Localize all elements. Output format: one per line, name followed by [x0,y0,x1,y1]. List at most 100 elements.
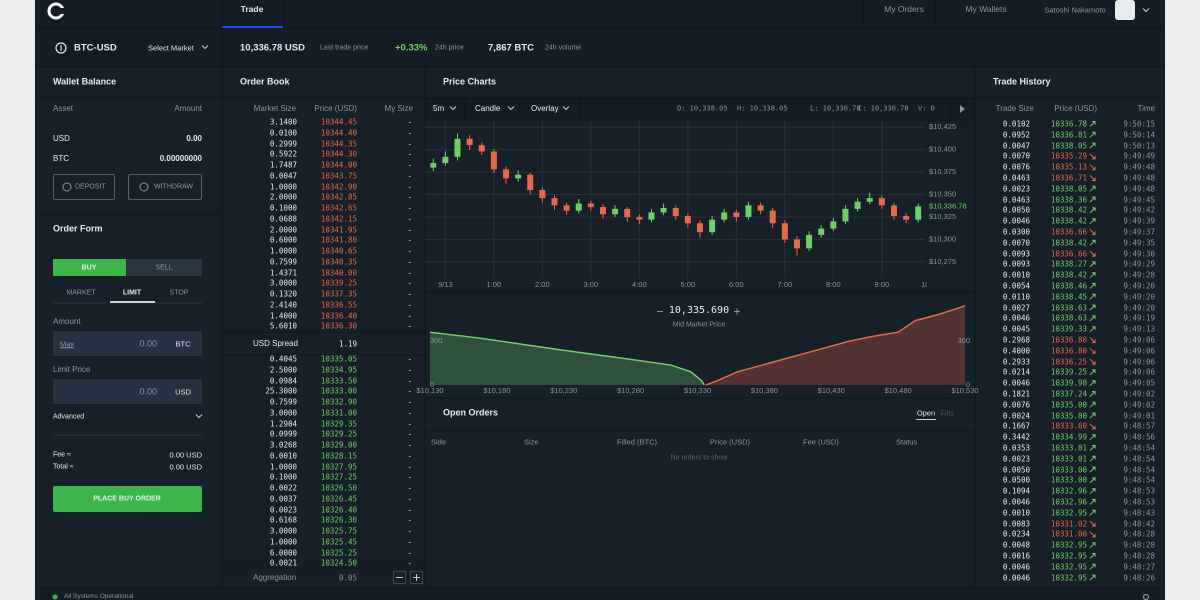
withdraw-label[interactable]: WITHDRAW [154,183,194,191]
orders-tab[interactable]: Open [916,408,936,418]
trade-time: 9:48:57 [1123,421,1155,431]
nav-tab[interactable]: Trade [240,3,264,14]
order-size: 3.0000 [269,526,297,536]
my-size: - [407,494,412,503]
deposit-label[interactable]: DEPOSIT [75,183,106,191]
nav-link[interactable]: My Wallets [965,3,1007,14]
nav-link[interactable]: My Orders [884,3,924,14]
column-header: My Size [384,104,413,113]
order-price: 10344.35 [320,138,357,148]
chart-control[interactable]: Overlay [531,104,559,113]
withdraw-icon [139,182,149,192]
down-arrow-icon [1089,229,1096,235]
x-tick-label: 7:00 [778,280,793,289]
max-link[interactable]: Max [60,339,75,349]
status-bar [35,588,1165,600]
buy-label[interactable]: BUY [81,264,97,272]
down-arrow-icon [1089,153,1096,160]
price-change-label: 24h price [435,44,464,52]
panel-title: Order Book [240,76,290,87]
trade-price: 10338.63 [1050,302,1087,312]
order-size: 0.5922 [269,149,297,159]
down-arrow-icon [1089,337,1096,343]
candle-body [781,223,788,240]
trade-size: 0.0023 [1002,184,1030,194]
trade-price: 10336.78 [1050,119,1087,129]
order-size: 1.0000 [269,181,297,191]
candle-body [793,239,800,249]
sell-toggle[interactable] [126,259,202,276]
limit-input[interactable] [53,379,202,404]
order-size: 0.0023 [269,504,297,514]
candle-body [878,198,885,206]
my-size: - [407,300,412,309]
up-arrow-icon [1089,391,1096,397]
candle-body [527,174,534,191]
panel-title: Price Charts [443,76,497,87]
my-size: - [407,526,412,536]
market-select[interactable]: Select Market [148,43,194,53]
trade-price: 10332.95 [1050,562,1087,572]
order-price: 10325.25 [320,547,357,557]
candle-body [430,163,437,168]
trade-size: 0.0046 [1002,216,1030,226]
sell-label[interactable]: SELL [155,264,173,272]
asset-amount: 0.00000000 [159,154,202,163]
place-order-button[interactable] [53,486,202,512]
user-name[interactable]: Satoshi Nakamoto [1044,5,1106,15]
my-size: - [407,537,412,546]
order-price: 10326.50 [320,483,357,493]
trade-price: 10338.05 [1050,184,1087,194]
column-header: Size [524,437,539,447]
chevron-icon [507,106,515,111]
up-arrow-icon [1089,380,1096,387]
my-size: - [407,214,412,223]
up-arrow-icon [1089,369,1096,376]
chart-control[interactable]: Candle [475,104,501,113]
trade-price: 10338.46 [1050,281,1087,291]
orders-tab[interactable]: Fills [940,408,954,418]
order-type-tab[interactable]: LIMIT [122,289,142,297]
candle-body [587,203,594,208]
my-size: - [407,321,412,331]
order-type-tab[interactable]: MARKET [66,289,96,297]
aggregation-increase[interactable] [410,571,423,584]
chart-toolbar [425,98,975,120]
order-size: 0.0022 [269,483,297,493]
candle-body [818,228,825,235]
order-size: 1.0000 [269,246,297,256]
trade-time: 9:50:13 [1123,140,1155,150]
candle-body [515,174,522,179]
trade-size: 0.0047 [1002,140,1030,150]
trade-time: 9:49:20 [1123,302,1155,312]
advanced-toggle[interactable]: Advanced [53,413,85,421]
trade-time: 9:48:43 [1123,508,1155,518]
trade-size: 0.0076 [1002,162,1030,172]
order-type-tab[interactable]: STOP [169,289,189,297]
avatar[interactable] [1115,0,1135,20]
last-price-label: Last trade price [320,44,369,52]
chart-control[interactable]: 5m [433,104,445,113]
order-price: 10343.75 [320,171,357,180]
order-size: 6.0000 [269,547,297,557]
place-order-label[interactable]: PLACE BUY ORDER [93,495,161,503]
amount-input[interactable] [53,331,202,356]
order-size: 0.0021 [269,558,297,568]
y-tick-label: $10,400 [929,145,956,154]
my-size: - [407,472,412,482]
trade-price: 10337.24 [1050,389,1087,399]
trade-price: 10336.80 [1050,346,1087,356]
buy-toggle[interactable] [53,259,126,276]
order-size: 0.0047 [269,171,297,180]
withdraw-button[interactable] [128,174,202,200]
my-size: - [407,558,412,568]
order-price: 10341.80 [320,235,357,245]
order-price: 10326.40 [320,504,357,514]
x-tick-label: 6:00 [729,280,744,289]
top-bar [35,0,1165,67]
trade-size: 0.0353 [1002,443,1030,453]
order-size: 2.5000 [269,365,297,374]
deposit-button[interactable] [53,174,115,200]
aggregation-decrease[interactable] [393,571,406,584]
